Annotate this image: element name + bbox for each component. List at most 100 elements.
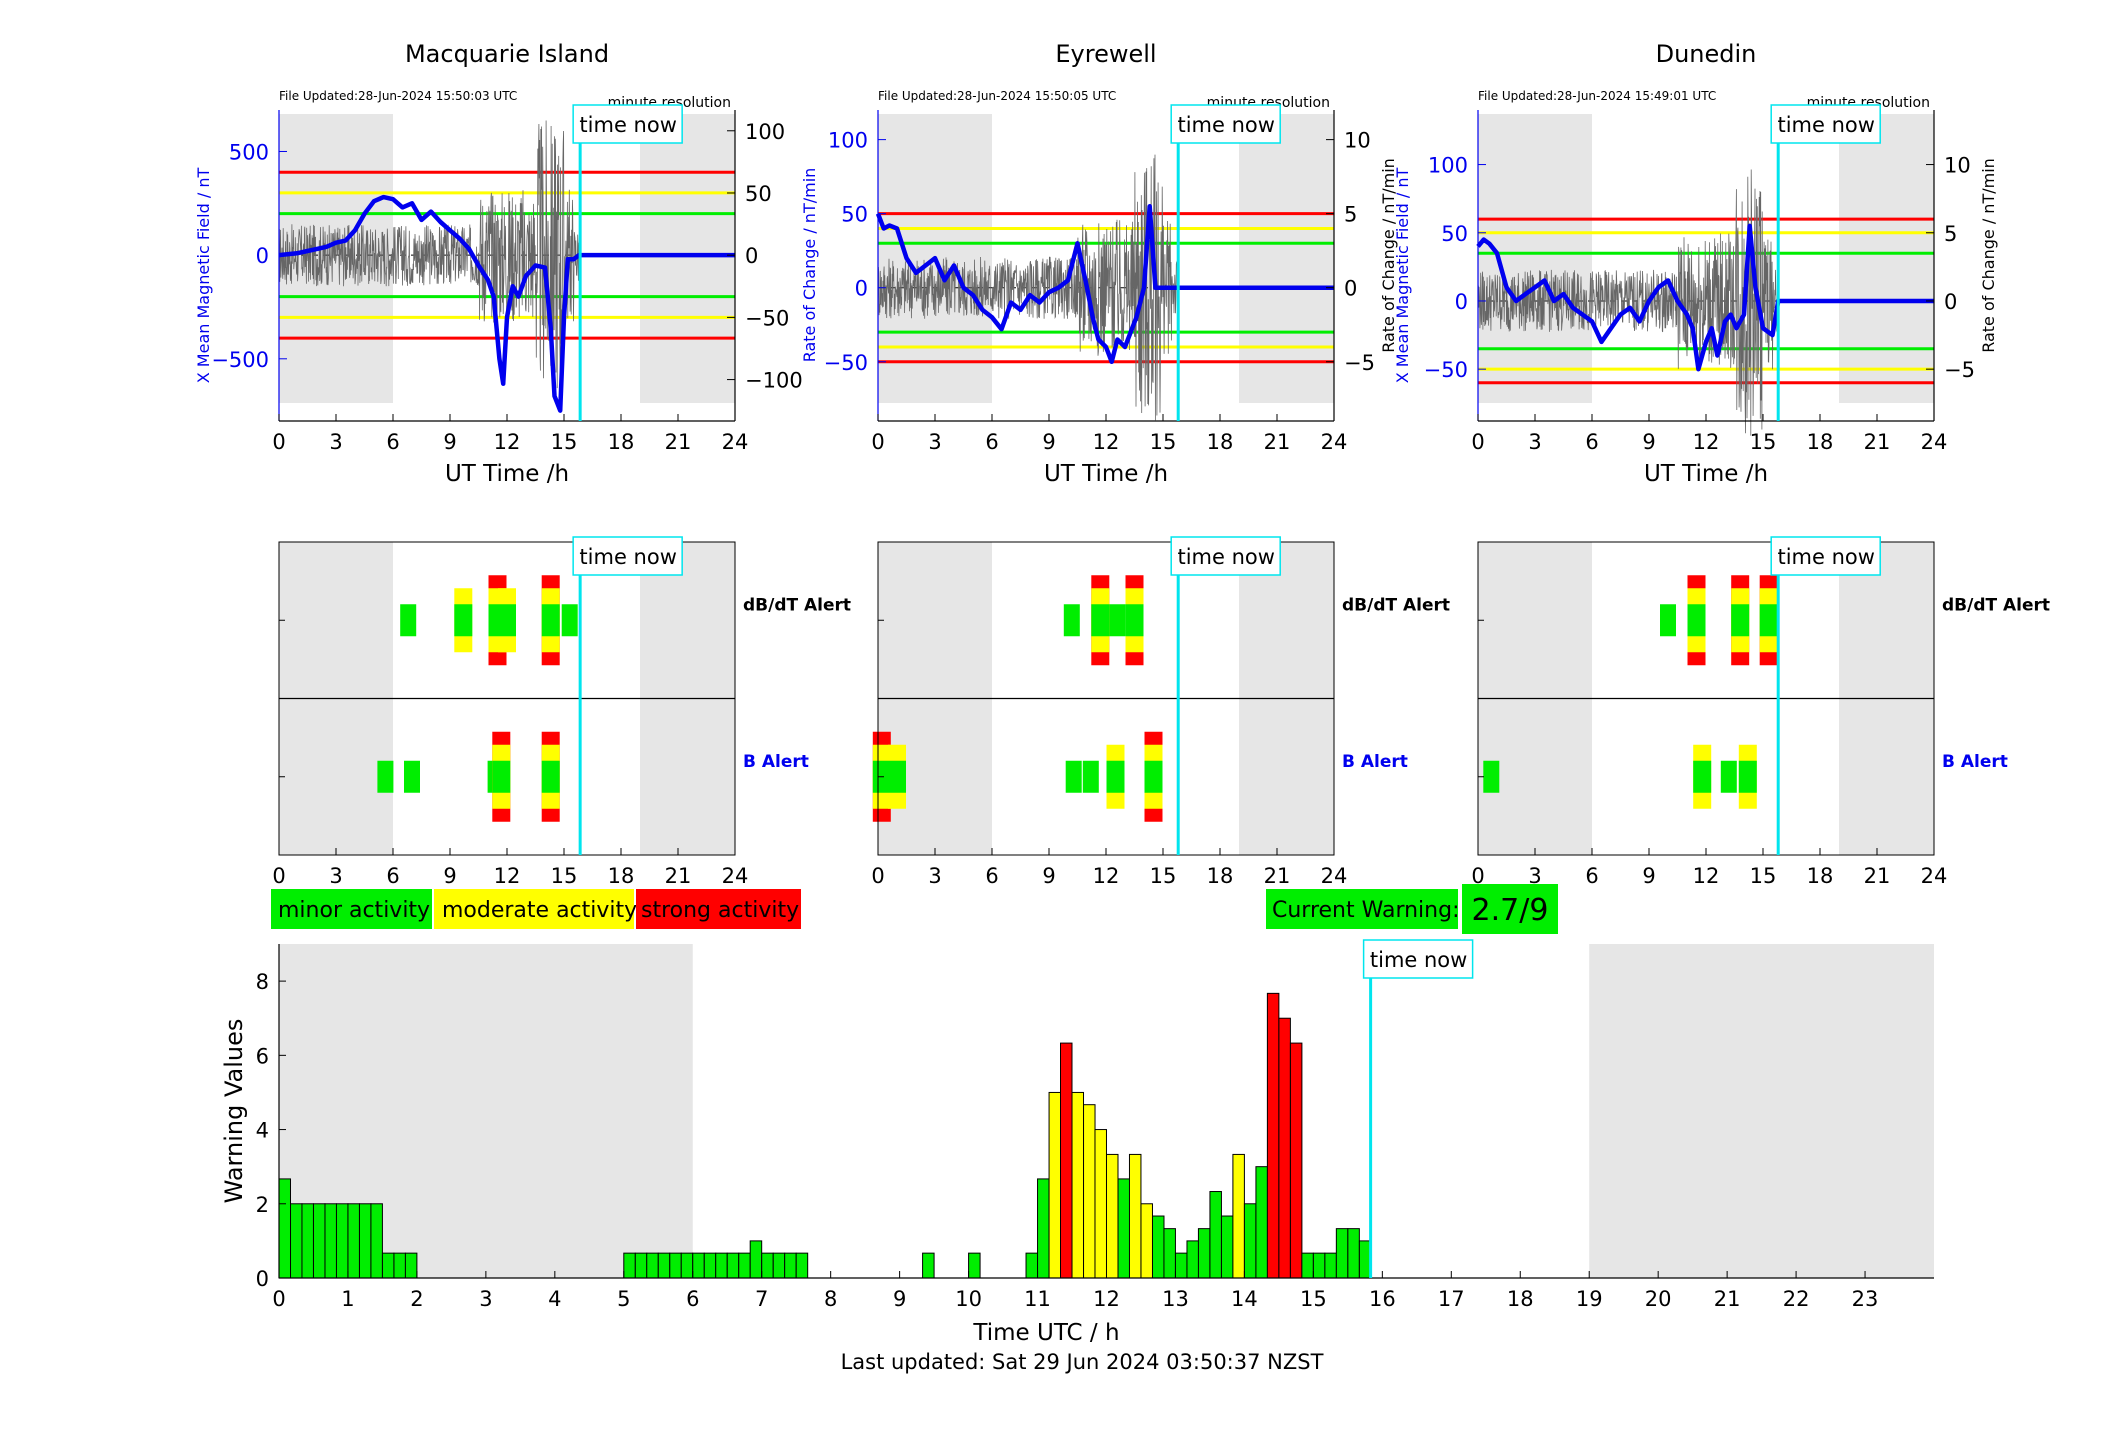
xtick-label-2: 15 <box>1750 430 1777 454</box>
text-layer: Macquarie Island File Updated:28-Jun-2024… <box>194 40 2050 1346</box>
warning-ylabel: Warning Values <box>220 1019 248 1204</box>
dbdt-alert-0-green-0 <box>400 604 417 637</box>
dbdt-alert-1-green-3 <box>1125 604 1144 637</box>
b-alert-0-green-3 <box>492 760 511 793</box>
warning-bar-0 <box>278 1178 291 1279</box>
warning-bar-20 <box>715 1252 728 1279</box>
warning-bar-46 <box>1209 1191 1222 1279</box>
chart-layer <box>278 110 1935 1279</box>
warning-bar-39 <box>1128 1153 1142 1279</box>
warning-shading-1 <box>1589 944 1934 1278</box>
alert-xtick-label-2: 3 <box>1528 864 1541 888</box>
ytick-right-label-1: −5 <box>1344 351 1375 375</box>
xlabel-0: UT Time /h <box>445 461 569 487</box>
file-updated-2: File Updated:28-Jun-2024 15:49:01 UTC <box>1478 89 1716 103</box>
left-ylabel-0: X Mean Magnetic Field / nT <box>194 168 213 384</box>
current-warning-value: 2.7/9 <box>1472 893 1549 928</box>
dbdt-alert-2-green-0 <box>1660 604 1676 637</box>
warning-bar-37 <box>1106 1153 1119 1279</box>
dbdt-alert-label-0: dB/dT Alert <box>743 595 851 615</box>
xtick-label-1: 21 <box>1264 430 1291 454</box>
b-alert-1-green-2 <box>1065 760 1082 793</box>
time-now-warning-box <box>1362 939 1474 979</box>
legend-minor-swatch <box>271 889 432 929</box>
alert-xtick-label-2: 0 <box>1471 864 1484 888</box>
alert-xtick-label-2: 9 <box>1642 864 1655 888</box>
dbdt-alert-1-green-2 <box>1109 604 1126 637</box>
night-shading-2-1 <box>1839 114 1934 403</box>
time-now-alert-2-label: time now <box>1777 545 1874 569</box>
warning-bar-24 <box>761 1252 774 1279</box>
alert-xtick-label-1: 3 <box>928 864 941 888</box>
file-updated-0: File Updated:28-Jun-2024 15:50:03 UTC <box>279 89 517 103</box>
time-now-alert-0-box <box>572 536 683 576</box>
time-now-top-0-label: time now <box>579 113 676 137</box>
alert-xtick-label-2: 15 <box>1750 864 1777 888</box>
warning-bar-30 <box>1025 1252 1039 1279</box>
xtick-label-0: 18 <box>608 430 635 454</box>
alert-xtick-label-0: 3 <box>329 864 342 888</box>
xtick-label-2: 3 <box>1528 430 1541 454</box>
ytick-right-label-1: 10 <box>1344 129 1371 153</box>
time-now-top-2-box <box>1770 104 1881 144</box>
xtick-label-1: 3 <box>928 430 941 454</box>
right-ylabel-2: Rate of Change / nT/min <box>1979 158 1998 353</box>
alert-xtick-label-1: 18 <box>1207 864 1234 888</box>
warning-xtick-label: 13 <box>1162 1287 1189 1311</box>
alert-xtick-label-1: 21 <box>1264 864 1291 888</box>
xtick-label-2: 12 <box>1693 430 1720 454</box>
warning-bar-19 <box>703 1252 717 1279</box>
alert-xtick-label-1: 0 <box>871 864 884 888</box>
warning-bar-38 <box>1117 1178 1131 1279</box>
warning-bar-51 <box>1266 992 1280 1279</box>
warning-xtick-label: 11 <box>1024 1287 1051 1311</box>
warning-bar-6 <box>347 1203 360 1279</box>
warning-bar-23 <box>749 1240 763 1279</box>
alert-xtick-label-1: 12 <box>1093 864 1120 888</box>
warning-xtick-label: 19 <box>1576 1287 1603 1311</box>
station-title-1: Eyrewell <box>1055 40 1156 68</box>
warning-bar-48 <box>1232 1153 1245 1279</box>
ytick-label-2: 50 <box>1441 222 1468 246</box>
warning-xlabel: Time UTC / h <box>972 1320 1119 1346</box>
alert-xtick-label-1: 6 <box>985 864 998 888</box>
b-alert-0-green-1 <box>404 760 420 793</box>
ytick-label-1: 100 <box>828 129 868 153</box>
warning-bar-2 <box>301 1203 314 1279</box>
left-ylabel-2: X Mean Magnetic Field / nT <box>1393 168 1412 384</box>
warning-bar-42 <box>1163 1228 1176 1279</box>
warning-ytick-label: 4 <box>256 1119 269 1143</box>
warning-bar-32 <box>1048 1091 1062 1279</box>
rate-of-change-trace-0 <box>278 120 581 389</box>
warning-bar-5 <box>335 1203 349 1279</box>
ytick-label-1: 0 <box>855 277 868 301</box>
warning-xtick-label: 23 <box>1852 1287 1879 1311</box>
ytick-right-label-2: 0 <box>1944 290 1957 314</box>
b-alert-label-2: B Alert <box>1942 752 2008 772</box>
time-now-top-2-label: time now <box>1777 113 1874 137</box>
overlap-ylabel: Rate of Change / nT/min <box>800 168 819 363</box>
warning-xtick-label: 6 <box>686 1287 699 1311</box>
station-title-0: Macquarie Island <box>405 40 609 68</box>
warning-bar-9 <box>381 1252 395 1279</box>
xtick-label-0: 24 <box>722 430 749 454</box>
warning-xtick-label: 17 <box>1438 1287 1465 1311</box>
xtick-label-1: 9 <box>1042 430 1055 454</box>
ytick-right-label-0: 0 <box>745 244 758 268</box>
warning-bar-54 <box>1301 1252 1314 1279</box>
alert-xtick-label-0: 0 <box>272 864 285 888</box>
xtick-label-0: 6 <box>386 430 399 454</box>
warning-bar-45 <box>1197 1228 1211 1279</box>
alert-xtick-label-2: 21 <box>1864 864 1891 888</box>
ytick-right-label-1: 5 <box>1344 203 1357 227</box>
warning-bar-11 <box>404 1252 418 1279</box>
magnetic-field-trace-1 <box>875 204 1334 365</box>
warning-bar-52 <box>1278 1017 1291 1279</box>
alert-xtick-label-0: 6 <box>386 864 399 888</box>
warning-xtick-label: 14 <box>1231 1287 1258 1311</box>
xtick-label-0: 9 <box>443 430 456 454</box>
xtick-label-2: 0 <box>1471 430 1484 454</box>
b-alert-label-0: B Alert <box>743 752 809 772</box>
alert-xtick-label-2: 18 <box>1807 864 1834 888</box>
warning-xtick-label: 8 <box>824 1287 837 1311</box>
